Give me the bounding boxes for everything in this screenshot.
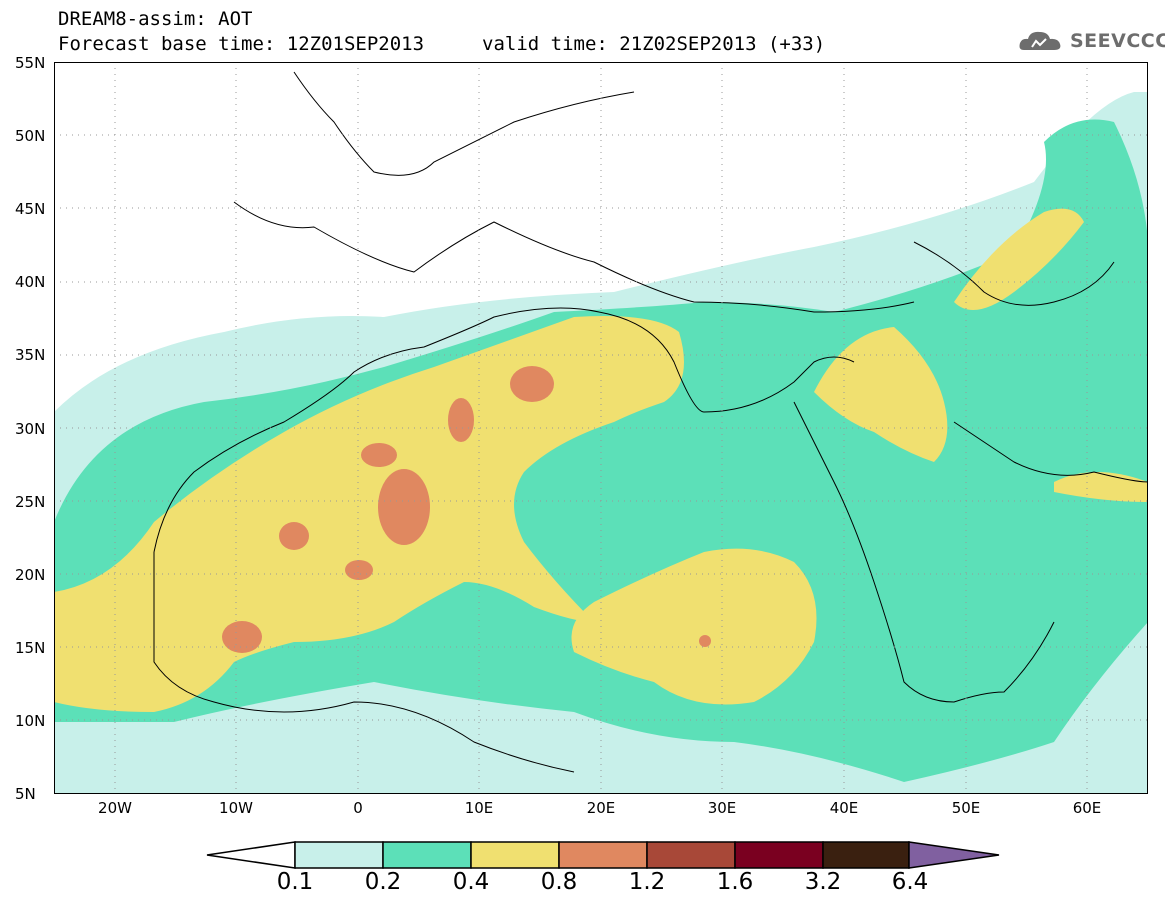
lat-label: 40N <box>15 273 46 291</box>
colorbar-over-triangle <box>908 841 1000 869</box>
lon-label: 0 <box>353 799 363 817</box>
colorbar-label: 0.4 <box>452 869 490 895</box>
graticule <box>54 62 1148 794</box>
colorbar-label: 0.8 <box>540 869 578 895</box>
coastlines <box>153 71 1148 773</box>
aot-0.8-spot <box>510 366 554 402</box>
lon-label: 50E <box>951 799 981 817</box>
lat-label: 55N <box>15 54 46 72</box>
logo-text: SEEVCCC <box>1070 30 1165 52</box>
colorbar-bin <box>470 841 560 869</box>
lat-label: 5N <box>15 785 36 803</box>
lon-label: 10W <box>219 799 253 817</box>
lat-label: 45N <box>15 200 46 218</box>
lon-label: 60E <box>1072 799 1102 817</box>
lon-label: 20E <box>586 799 616 817</box>
aot-0.4-region-eastsea <box>1054 472 1148 502</box>
lat-label: 15N <box>15 639 46 657</box>
aot-0.8-spot <box>378 469 430 545</box>
colorbar-label: 6.4 <box>891 869 929 895</box>
lat-label: 25N <box>15 493 46 511</box>
colorbar-label: 1.2 <box>628 869 666 895</box>
lat-label: 35N <box>15 346 46 364</box>
cloud-icon <box>1019 31 1061 50</box>
colorbar-bin <box>734 841 824 869</box>
lat-label: 30N <box>15 420 46 438</box>
aot-0.8-spot <box>361 443 397 467</box>
aot-0.8-spot <box>279 522 309 550</box>
aot-0.4-region-caspian <box>954 208 1084 310</box>
colorbar-bin <box>646 841 736 869</box>
aot-0.4-region-sudan <box>571 548 817 705</box>
colorbar-bin <box>558 841 648 869</box>
forecast-base-time: Forecast base time: 12Z01SEP2013 <box>58 33 425 55</box>
lat-label: 10N <box>15 712 46 730</box>
colorbar-bin <box>294 841 384 869</box>
lat-label: 50N <box>15 127 46 145</box>
colorbar-bin <box>382 841 472 869</box>
aot-0.8-spot <box>345 560 373 580</box>
aot-0.4-region-iraq <box>814 327 948 462</box>
colorbar-label: 0.2 <box>364 869 402 895</box>
aot-0.8-spot <box>699 635 711 647</box>
colorbar-label: 1.6 <box>716 869 754 895</box>
aot-map <box>54 62 1148 794</box>
lon-label: 20W <box>98 799 132 817</box>
lon-label: 10E <box>464 799 494 817</box>
colorbar-bin <box>822 841 910 869</box>
lon-label: 30E <box>707 799 737 817</box>
lat-label: 20N <box>15 566 46 584</box>
colorbar <box>206 841 1000 869</box>
map-title: DREAM8-assim: AOT <box>58 8 253 30</box>
aot-0.8-spot <box>222 621 262 653</box>
aot-0.8-spot <box>448 398 474 442</box>
colorbar-label: 0.1 <box>276 869 314 895</box>
lon-label: 40E <box>829 799 859 817</box>
colorbar-under-triangle <box>206 841 296 869</box>
aot-0.4-region-west <box>54 316 684 712</box>
colorbar-label: 3.2 <box>804 869 842 895</box>
valid-time: valid time: 21Z02SEP2013 (+33) <box>482 33 826 55</box>
